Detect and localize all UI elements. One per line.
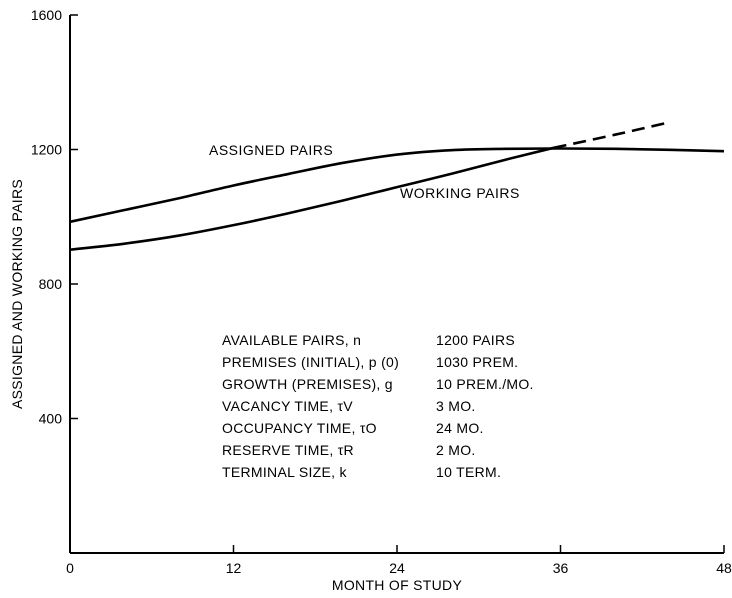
parameter-table: AVAILABLE PAIRS, n 1200 PAIRS PREMISES (IN… xyxy=(222,332,534,480)
parameter-value: 10 PREM./MO. xyxy=(436,376,534,392)
series-label-working-pairs: WORKING PAIRS xyxy=(400,185,520,201)
parameter-label: AVAILABLE PAIRS, n xyxy=(222,332,361,348)
parameter-value: 1030 PREM. xyxy=(436,354,518,370)
parameter-value: 3 MO. xyxy=(436,398,476,414)
y-tick-label: 800 xyxy=(39,276,63,292)
y-tick-label: 1600 xyxy=(31,7,62,23)
parameter-label: VACANCY TIME, τV xyxy=(222,398,353,414)
y-tick-label: 1200 xyxy=(31,142,62,158)
assigned-pairs-line xyxy=(69,147,725,224)
x-tick-label: 48 xyxy=(716,560,732,576)
y-axis-title: ASSIGNED AND WORKING PAIRS xyxy=(9,179,25,409)
parameter-label: GROWTH (PREMISES), g xyxy=(222,376,393,392)
x-tick-label: 24 xyxy=(389,560,405,576)
parameter-label: RESERVE TIME, τR xyxy=(222,442,354,458)
x-axis-title: MONTH OF STUDY xyxy=(332,577,463,593)
series-label-assigned-pairs: ASSIGNED PAIRS xyxy=(209,142,333,158)
parameter-value: 24 MO. xyxy=(436,420,484,436)
parameter-label: OCCUPANCY TIME, τO xyxy=(222,420,377,436)
working-pairs-line xyxy=(69,146,554,251)
x-tick-label: 36 xyxy=(553,560,569,576)
parameter-label: PREMISES (INITIAL), p (0) xyxy=(222,354,399,370)
x-tick-label: 0 xyxy=(66,560,74,576)
x-tick-label: 12 xyxy=(226,560,242,576)
y-tick-label: 400 xyxy=(39,411,63,427)
parameter-value: 2 MO. xyxy=(436,442,476,458)
parameter-label: TERMINAL SIZE, k xyxy=(222,464,348,480)
parameter-value: 1200 PAIRS xyxy=(436,332,515,348)
parameter-value: 10 TERM. xyxy=(436,464,501,480)
working-pairs-projection-line xyxy=(553,120,670,150)
